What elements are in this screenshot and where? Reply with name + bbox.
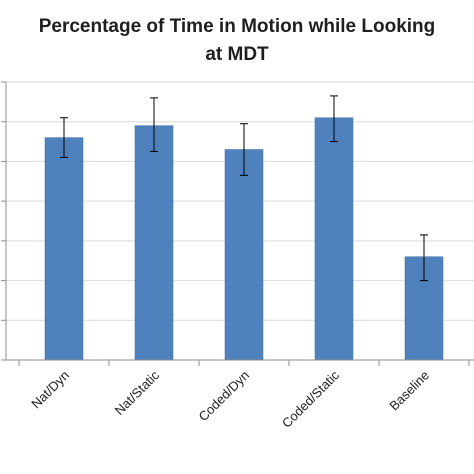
bar-coded-dyn [224,149,264,361]
chart-title-line-2: at MDT [205,44,269,65]
bar-coded-static [314,117,354,361]
chart-title-line-1: Percentage of Time in Motion while Looki… [38,16,436,37]
error-bar-4 [420,234,428,282]
bar-nat-dyn [44,137,84,361]
axes [1,81,474,366]
error-bar-2 [240,123,248,176]
x-tick-label: Coded/Static [279,367,343,431]
x-tick-label: Nat/Static [112,367,163,418]
error-bar-0 [60,117,68,158]
error-bar-1 [150,97,158,152]
error-bar-3 [330,95,338,143]
error-bars [60,95,428,282]
x-tick-labels: Nat/Dyn Nat/Static Coded/Dyn Coded/Static Ba… [28,367,432,431]
x-tick-label: Baseline [386,368,432,414]
x-tick-label: Nat/Dyn [28,368,72,412]
bar-nat-static [134,125,174,361]
gridlines [6,81,474,321]
x-tick-label: Coded/Dyn [196,368,253,425]
